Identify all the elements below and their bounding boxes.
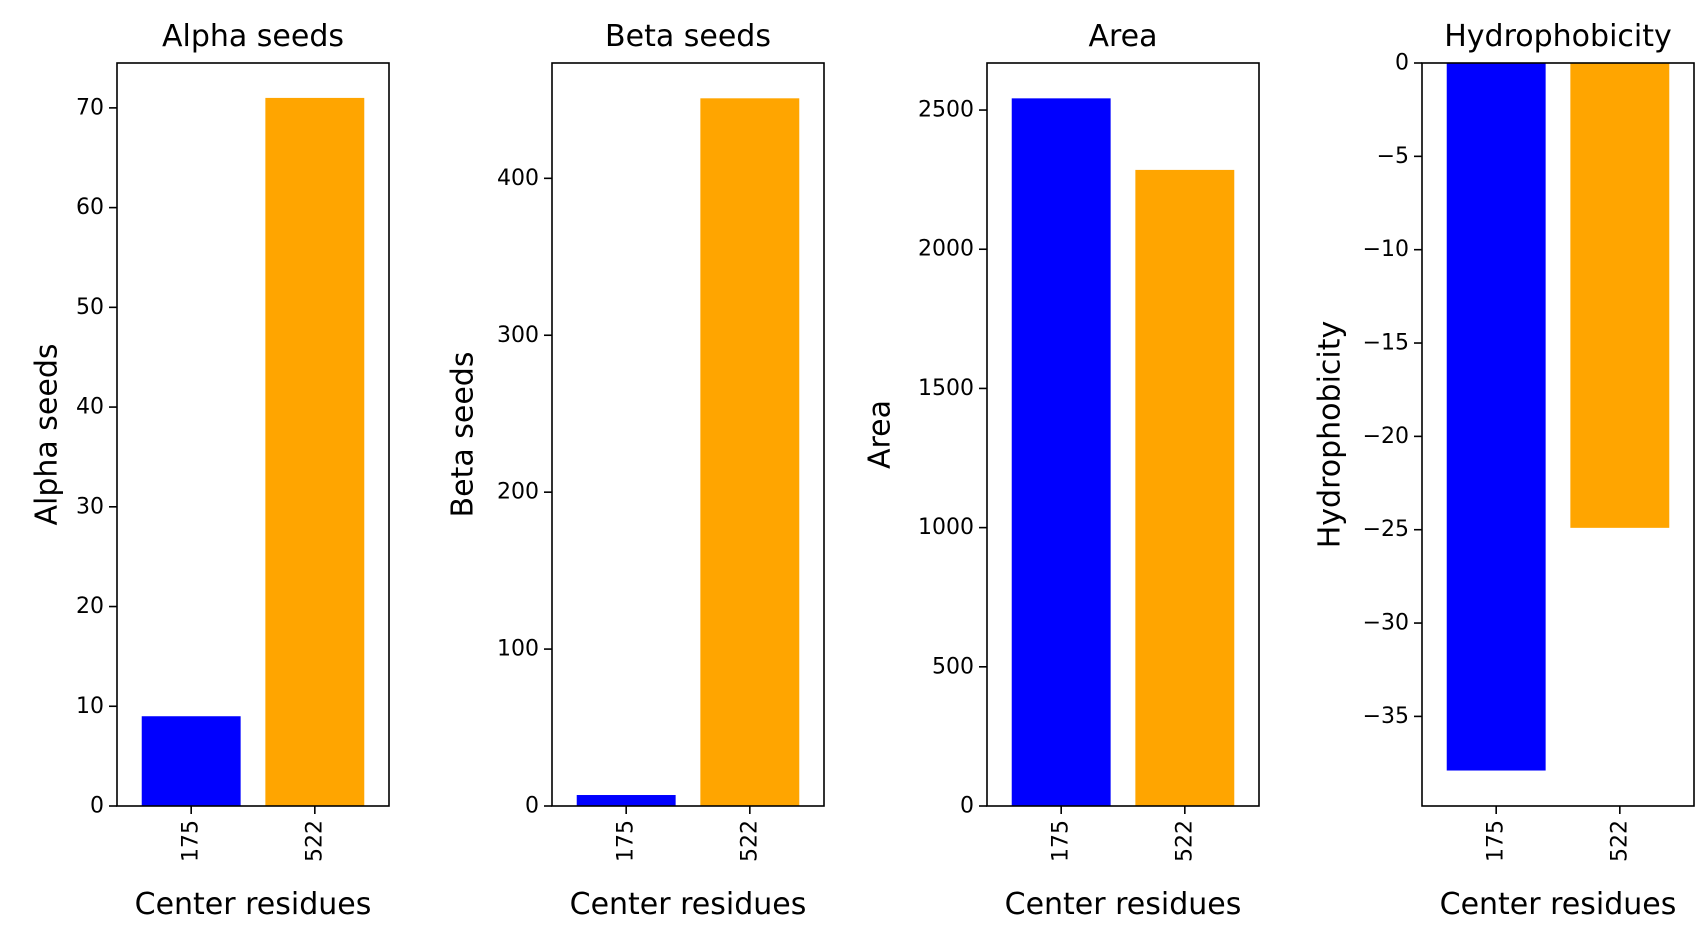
chart-title: Beta seeds: [605, 19, 771, 54]
y-tick-label: 0: [90, 794, 104, 819]
y-tick-label: 50: [76, 295, 104, 320]
x-tick-label: 522: [302, 820, 327, 862]
x-axis-label: Center residues: [135, 887, 372, 922]
y-tick-label: 100: [497, 637, 539, 662]
y-tick-label: 30: [76, 494, 104, 519]
y-tick-label: 10: [76, 694, 104, 719]
bar-522: [700, 98, 800, 806]
axes-frame: [551, 62, 825, 807]
y-tick-label: 0: [525, 794, 539, 819]
chart-title: Hydrophobicity: [1444, 19, 1672, 54]
x-tick-label: 522: [737, 820, 762, 862]
y-axis-label: Beta seeds: [446, 352, 481, 518]
x-tick-label: 522: [1607, 820, 1632, 862]
y-axis-label: Hydrophobicity: [1313, 321, 1348, 549]
y-tick-label: −5: [1377, 144, 1409, 169]
x-tick-label: 522: [1172, 820, 1197, 862]
y-tick-label: 0: [1395, 51, 1409, 76]
x-tick-label: 175: [179, 820, 204, 862]
chart-panel-4: 0 −5 −10 −15 −20 −25 −30 −35 175 522 Hydrophobicit…: [1313, 19, 1695, 922]
y-axis-label: Alpha seeds: [30, 343, 65, 525]
y-tick-label: 40: [76, 395, 104, 420]
x-tick-label: 175: [1049, 820, 1074, 862]
y-axis-label: Area: [863, 400, 898, 469]
chart-panel-1: 0 10 20 30 40 50 60 70 175 522 Alpha seeds Center r…: [30, 19, 390, 922]
bar-175: [576, 795, 676, 806]
y-tick-label: −15: [1363, 331, 1409, 356]
axes-frame: [986, 62, 1260, 807]
y-tick-label: −35: [1363, 704, 1409, 729]
chart-panel-2: 0 100 200 300 400 175 522 Beta seeds Center resi…: [446, 19, 825, 922]
bar-175: [1011, 98, 1111, 807]
y-tick-label: −10: [1363, 237, 1409, 262]
chart-title: Alpha seeds: [162, 19, 344, 54]
y-tick-label: 1500: [918, 376, 974, 401]
y-tick-label: 0: [960, 794, 974, 819]
y-tick-label: −30: [1363, 611, 1409, 636]
y-tick-label: 400: [497, 166, 539, 191]
y-tick-label: 500: [932, 654, 974, 679]
x-axis-label: Center residues: [1440, 887, 1677, 922]
x-axis-label: Center residues: [570, 887, 807, 922]
chart-title: Area: [1088, 19, 1157, 54]
x-tick-label: 175: [614, 820, 639, 862]
y-tick-label: 2000: [918, 237, 974, 262]
y-tick-label: −25: [1363, 517, 1409, 542]
y-tick-label: 70: [76, 95, 104, 120]
y-tick-label: 60: [76, 195, 104, 220]
bar-175: [1446, 63, 1546, 771]
bar-175: [141, 716, 241, 806]
bar-522: [1570, 63, 1670, 528]
y-tick-label: 200: [497, 480, 539, 505]
y-tick-label: 1000: [918, 515, 974, 540]
y-tick-label: 20: [76, 594, 104, 619]
x-axis-label: Center residues: [1005, 887, 1242, 922]
y-tick-label: 300: [497, 323, 539, 348]
bar-522: [1135, 169, 1235, 806]
chart-panel-3: 0 500 1000 1500 2000 2500 175 522 Area Center res…: [863, 19, 1260, 922]
axes-frame: [116, 62, 390, 807]
x-tick-label: 175: [1484, 820, 1509, 862]
bar-522: [265, 97, 365, 806]
axes-frame: [1421, 62, 1695, 807]
y-tick-label: −20: [1363, 424, 1409, 449]
y-tick-label: 2500: [918, 98, 974, 123]
